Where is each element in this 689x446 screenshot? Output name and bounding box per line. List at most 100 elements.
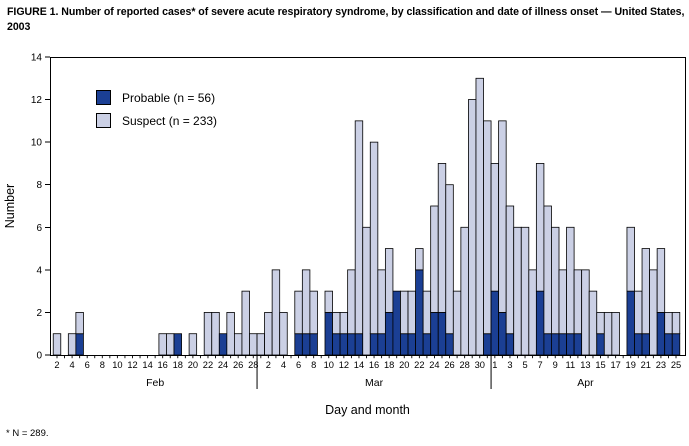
plot-box xyxy=(50,57,686,356)
bar-segment-suspect xyxy=(369,141,379,335)
x-tick-label: 20 xyxy=(188,360,198,370)
bar-segment-suspect xyxy=(498,120,507,313)
x-tick-label: 8 xyxy=(100,360,105,370)
bar-segment-suspect xyxy=(211,312,220,356)
bar-segment-suspect xyxy=(188,333,198,356)
bar-segment-probable xyxy=(339,333,349,356)
x-tick-label: 28 xyxy=(459,360,469,370)
bar-segment-suspect xyxy=(626,226,635,292)
bar-segment-suspect xyxy=(271,269,281,356)
bar-segment-suspect xyxy=(226,312,235,356)
bar-segment-probable xyxy=(400,333,409,356)
bar-segment-suspect xyxy=(400,290,409,335)
x-tick-label: 24 xyxy=(429,360,439,370)
x-tick-label: 4 xyxy=(70,360,75,370)
bar-segment-suspect xyxy=(67,333,77,356)
x-tick-label: 13 xyxy=(580,360,590,370)
bar-segment-probable xyxy=(664,333,673,356)
x-tick-label: 30 xyxy=(475,360,485,370)
month-label: Mar xyxy=(365,377,384,389)
bar-segment-suspect xyxy=(294,290,303,335)
bar-segment-suspect xyxy=(543,205,552,335)
x-tick-label: 21 xyxy=(641,360,651,370)
bar-segment-suspect xyxy=(309,290,318,335)
bar-segment-suspect xyxy=(641,248,650,335)
bar-segment-probable xyxy=(671,333,681,356)
bar-segment-suspect xyxy=(264,312,273,356)
x-tick-label: 22 xyxy=(414,360,424,370)
bar-segment-suspect xyxy=(354,120,364,335)
x-tick-label: 24 xyxy=(218,360,228,370)
bar-segment-probable xyxy=(347,333,356,356)
x-tick-label: 7 xyxy=(538,360,543,370)
x-tick-label: 14 xyxy=(142,360,152,370)
figure-title: FIGURE 1. Number of reported cases* of s… xyxy=(7,6,685,33)
y-tick-label: 12 xyxy=(31,95,43,106)
bar-segment-probable xyxy=(332,333,341,356)
x-tick-label: 19 xyxy=(626,360,636,370)
bar-segment-probable xyxy=(422,333,432,356)
bar-segment-suspect xyxy=(256,333,265,356)
bar-segment-probable xyxy=(407,333,416,356)
bar-segment-probable xyxy=(543,333,552,356)
x-tick-label: 23 xyxy=(656,360,666,370)
x-tick-label: 2 xyxy=(54,360,59,370)
bar-segment-suspect xyxy=(483,120,492,335)
legend-item-probable: Probable (n = 56) xyxy=(96,90,217,105)
x-tick-label: 18 xyxy=(384,360,394,370)
bar-segment-suspect xyxy=(377,269,386,335)
bar-segment-suspect xyxy=(445,184,454,335)
bar-segment-probable xyxy=(354,333,364,356)
bar-segment-probable xyxy=(505,333,515,356)
bar-segment-probable xyxy=(498,312,507,356)
bar-segment-probable xyxy=(566,333,575,356)
bar-segment-probable xyxy=(301,333,311,356)
x-tick-label: 15 xyxy=(595,360,605,370)
x-tick-label: 6 xyxy=(85,360,90,370)
bar-segment-suspect xyxy=(551,226,560,335)
x-tick-label: 20 xyxy=(399,360,409,370)
bar-segment-suspect xyxy=(347,269,356,335)
bar-segment-probable xyxy=(558,333,567,356)
chart-legend: Probable (n = 56) Suspect (n = 233) xyxy=(96,90,217,136)
bar-segment-suspect xyxy=(362,226,371,356)
probable-label: Probable (n = 56) xyxy=(122,90,216,105)
x-tick-label: 2 xyxy=(266,360,271,370)
bar-segment-probable xyxy=(656,312,666,356)
legend-item-suspect: Suspect (n = 233) xyxy=(96,113,217,128)
bar-segment-suspect xyxy=(75,312,84,335)
bar-segment-suspect xyxy=(415,248,424,271)
x-tick-label: 25 xyxy=(671,360,681,370)
x-tick-label: 8 xyxy=(311,360,316,370)
bar-segment-suspect xyxy=(558,269,567,335)
y-tick-label: 4 xyxy=(36,265,42,276)
y-tick-label: 2 xyxy=(36,308,42,319)
bar-segment-suspect xyxy=(234,333,243,356)
bar-segment-probable xyxy=(173,333,182,356)
suspect-label: Suspect (n = 233) xyxy=(122,113,218,128)
x-tick-label: 14 xyxy=(354,360,364,370)
x-tick-label: 6 xyxy=(296,360,301,370)
bar-segment-probable xyxy=(377,333,386,356)
bar-segment-probable xyxy=(75,333,84,356)
x-tick-label: 9 xyxy=(553,360,558,370)
bar-segment-suspect xyxy=(528,269,537,356)
bar-segment-probable xyxy=(490,290,500,356)
bar-segment-suspect xyxy=(671,312,681,335)
bar-segment-probable xyxy=(369,333,379,356)
y-tick-label: 10 xyxy=(31,138,43,149)
bar-segment-suspect xyxy=(460,226,469,356)
bar-segment-probable xyxy=(309,333,318,356)
bar-segment-suspect xyxy=(422,290,432,335)
bar-segment-probable xyxy=(294,333,303,356)
bar-segment-suspect xyxy=(520,226,530,356)
bar-segment-probable xyxy=(641,333,650,356)
bar-segment-probable xyxy=(324,312,333,356)
x-tick-label: 10 xyxy=(112,360,122,370)
bar-segment-suspect xyxy=(279,312,288,356)
bar-segment-suspect xyxy=(241,290,250,356)
x-tick-label: 12 xyxy=(127,360,137,370)
bar-segment-suspect xyxy=(437,163,447,313)
month-label: Feb xyxy=(146,377,164,389)
